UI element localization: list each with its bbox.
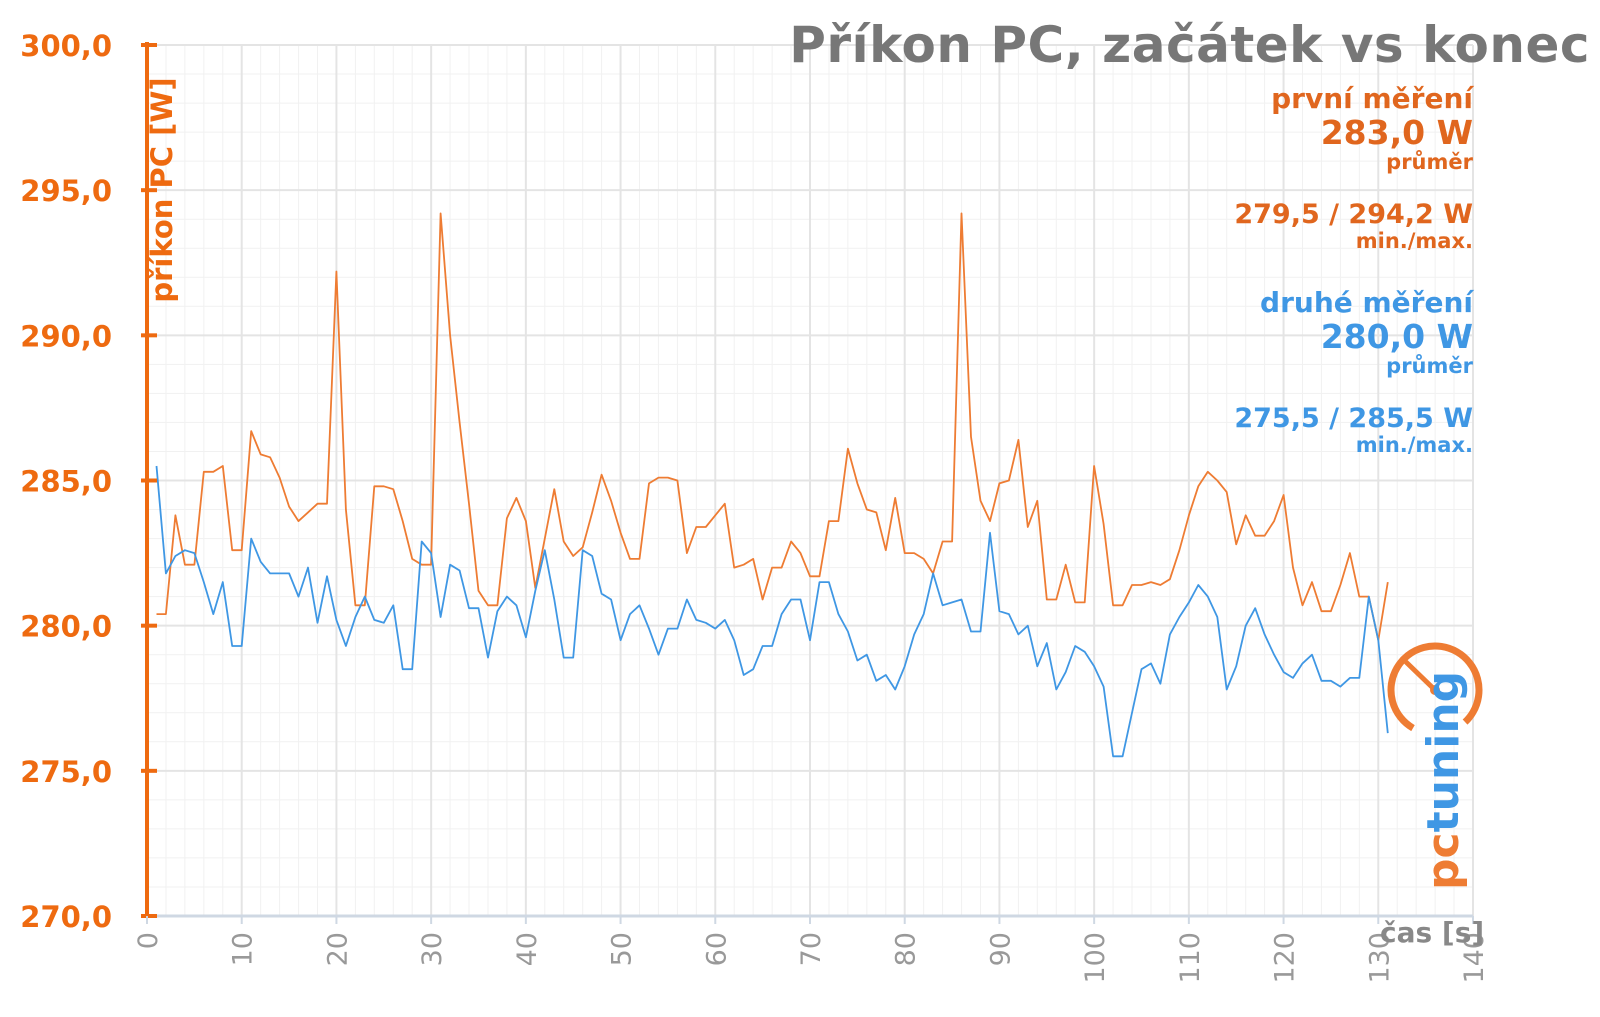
legend-series-1-minmax-label: min./max. <box>1355 229 1473 253</box>
x-tick-label: 140 <box>1459 932 1490 984</box>
y-axis-title: příkon PC [W] <box>145 77 179 303</box>
axes <box>141 42 1474 924</box>
legend-series-1-minmax-value: 279,5 / 294,2 W <box>1234 199 1473 230</box>
x-tick-label: 50 <box>607 932 638 966</box>
legend-series-1-average: 283,0 W <box>1320 113 1473 152</box>
y-tick-label: 300,0 <box>20 29 112 63</box>
logo-gauge-ring <box>1387 642 1483 738</box>
y-tick-label: 295,0 <box>20 174 112 208</box>
logo-gauge-needle <box>1403 659 1438 693</box>
x-tick-label: 110 <box>1175 932 1206 984</box>
y-tick-label: 290,0 <box>20 319 112 353</box>
y-tick-label: 270,0 <box>20 900 112 934</box>
x-tick-label: 10 <box>228 932 259 966</box>
x-tick-label: 40 <box>512 932 543 966</box>
x-tick-label: 0 <box>133 932 164 949</box>
series-line-2 <box>155 465 1389 758</box>
x-tick-label: 20 <box>322 932 353 966</box>
chart-title: Příkon PC, začátek vs konec <box>789 16 1590 74</box>
x-tick-label: 80 <box>891 932 922 966</box>
grid <box>147 44 1474 916</box>
legend-series-2-minmax: 275,5 / 285,5 W min./max. <box>1234 403 1473 457</box>
x-tick-label: 90 <box>985 932 1016 966</box>
logo-gauge-hub <box>1430 685 1440 695</box>
tick-labels: 270,0 275,0 280,0 285,0 290,0 295,0 300,0 0 10 20… <box>20 29 1490 984</box>
legend-series-1: první měření 283,0 W průměr <box>1271 82 1473 173</box>
legend-series-2-minmax-value: 275,5 / 285,5 W <box>1234 403 1473 434</box>
legend-series-2-average: 280,0 W <box>1320 317 1473 356</box>
y-tick-label: 285,0 <box>20 465 112 499</box>
series-layer <box>155 212 1389 758</box>
x-tick-label: 70 <box>796 932 827 966</box>
legend-series-1-minmax: 279,5 / 294,2 W min./max. <box>1234 199 1473 253</box>
x-tick-label: 100 <box>1080 932 1111 984</box>
y-tick-label: 280,0 <box>20 610 112 644</box>
y-tick-label: 275,0 <box>20 755 112 789</box>
x-tick-label: 130 <box>1364 932 1395 984</box>
x-tick-label: 30 <box>417 932 448 966</box>
legend-series-2-average-label: průměr <box>1386 354 1473 378</box>
x-tick-label: 120 <box>1270 932 1301 984</box>
legend-series-2: druhé měření 280,0 W průměr <box>1260 286 1473 377</box>
legend-series-1-name: první měření <box>1271 82 1473 115</box>
legend-series-1-average-label: průměr <box>1386 150 1473 174</box>
legend-series-2-name: druhé měření <box>1260 286 1473 319</box>
x-tick-label: 60 <box>701 932 732 966</box>
x-axis-title: čas [s] <box>1380 916 1485 949</box>
logo-text: pctuning <box>1418 671 1469 890</box>
legend-series-2-minmax-label: min./max. <box>1355 433 1473 457</box>
pctuning-logo: pctuning <box>1387 642 1483 890</box>
